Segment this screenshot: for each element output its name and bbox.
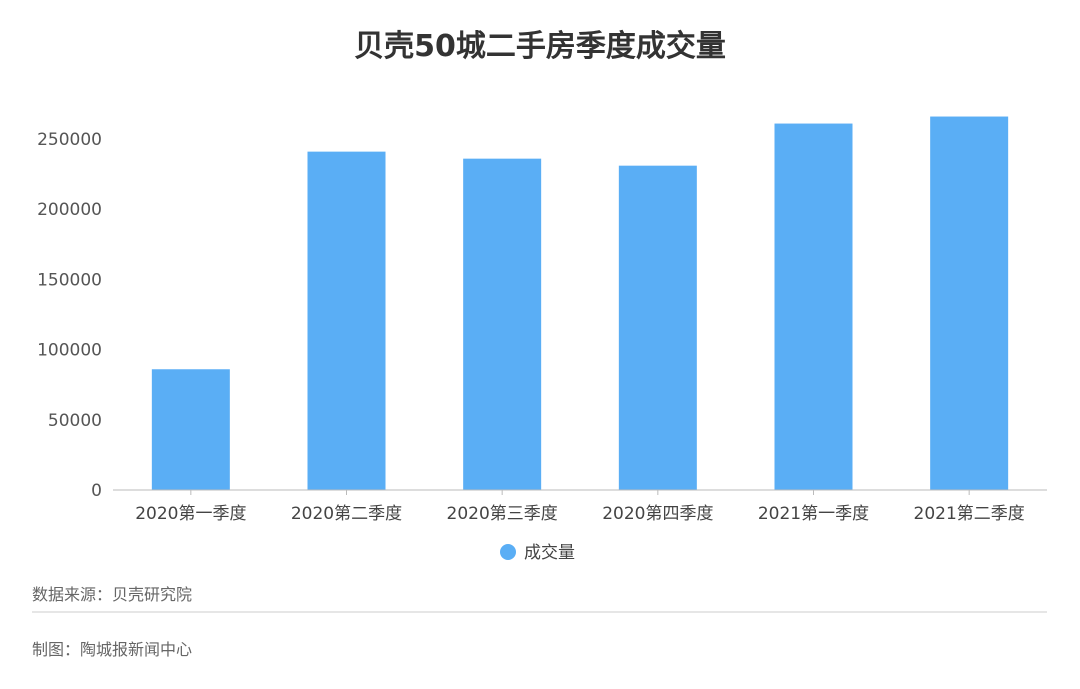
y-tick-label: 50000: [48, 411, 102, 431]
y-tick-label: 200000: [37, 200, 102, 220]
y-tick-label: 0: [91, 481, 102, 501]
x-axis-labels: 2020第一季度 2020第二季度 2020第三季度 2020第四季度 2021第一季度…: [135, 490, 1025, 524]
legend: 成交量: [500, 543, 575, 563]
y-axis-ticks: 0 50000 100000 150000 200000 250000: [37, 130, 102, 501]
y-tick-label: 100000: [37, 341, 102, 361]
x-category-label: 2020第三季度: [447, 504, 558, 524]
legend-marker: [500, 544, 516, 560]
chart-title: 贝壳50城二手房季度成交量: [354, 29, 726, 64]
bars: [151, 116, 1009, 491]
y-tick-label: 250000: [37, 130, 102, 150]
x-category-label: 2021第一季度: [758, 504, 869, 524]
y-tick-label: 150000: [37, 270, 102, 290]
bar: [151, 369, 230, 490]
bar: [307, 151, 386, 491]
legend-label: 成交量: [524, 543, 575, 563]
x-category-label: 2020第一季度: [135, 504, 246, 524]
data-source: 数据来源：贝壳研究院: [32, 585, 192, 604]
x-category-label: 2020第二季度: [291, 504, 402, 524]
bar: [930, 116, 1009, 490]
bar: [774, 123, 853, 490]
bar: [463, 158, 542, 490]
x-category-label: 2021第二季度: [914, 504, 1025, 524]
x-category-label: 2020第四季度: [602, 504, 713, 524]
bar: [618, 165, 697, 490]
chart-credit: 制图：陶城报新闻中心: [32, 640, 192, 659]
